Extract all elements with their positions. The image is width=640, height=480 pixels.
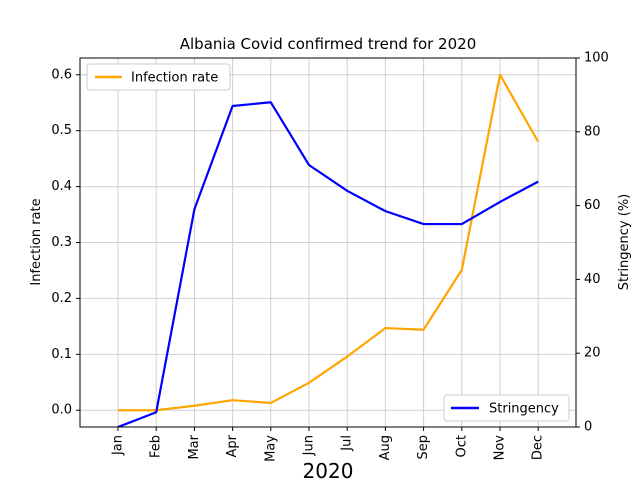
legend-infection-rate-label: Infection rate xyxy=(131,71,218,86)
x-tick-label: Dec xyxy=(531,435,546,460)
legend-stringency-label: Stringency xyxy=(489,402,559,417)
grid-layer xyxy=(80,58,576,427)
series-layer xyxy=(117,73,540,428)
right-y-tick-label: 40 xyxy=(584,272,601,287)
x-tick-label: Jun xyxy=(302,435,317,456)
axis-layer: Jan Feb Mar Apr May Jun Jul Aug Sep Oct Nov Dec 0.0 0… xyxy=(51,51,609,462)
right-y-tick-label: 60 xyxy=(584,198,601,213)
left-y-tick-label: 0.4 xyxy=(51,179,72,194)
x-tick-label: Oct xyxy=(454,435,469,457)
left-y-tick-label: 0.5 xyxy=(51,123,72,138)
x-axis-label: 2020 xyxy=(303,459,354,480)
x-tick-label: Apr xyxy=(225,434,240,457)
left-y-tick-label: 0.1 xyxy=(51,347,72,362)
right-y-tick-label: 20 xyxy=(584,346,601,361)
right-y-tick-label: 100 xyxy=(584,51,609,66)
right-y-tick-label: 0 xyxy=(584,420,592,435)
x-tick-label: May xyxy=(263,435,278,462)
left-y-tick-label: 0.6 xyxy=(51,67,72,82)
legend-stringency-box xyxy=(443,394,570,422)
x-tick-label: Aug xyxy=(378,435,393,460)
legend-infection-rate: Infection rate xyxy=(86,63,231,91)
left-y-tick-label: 0.3 xyxy=(51,235,72,250)
x-tick-label: Nov xyxy=(493,435,508,461)
left-y-tick-label: 0.0 xyxy=(51,403,72,418)
left-y-tick-label: 0.2 xyxy=(51,291,72,306)
legend-infection-rate-box xyxy=(86,63,231,91)
x-tick-label: Mar xyxy=(187,434,202,459)
chart-title: Albania Covid confirmed trend for 2020 xyxy=(180,35,476,53)
x-tick-label: Sep xyxy=(416,435,431,460)
right-axis-label: Stringency (%) xyxy=(617,194,632,291)
series-line-infection-rate xyxy=(118,73,540,412)
right-y-tick-label: 80 xyxy=(584,124,601,139)
left-axis-label: Infection rate xyxy=(29,198,44,285)
series-line-stringency xyxy=(117,101,539,427)
x-tick-label: Feb xyxy=(149,435,164,458)
x-tick-label: Jul xyxy=(340,435,355,452)
x-tick-label: Jan xyxy=(111,435,126,456)
legend-stringency: Stringency xyxy=(443,394,570,422)
